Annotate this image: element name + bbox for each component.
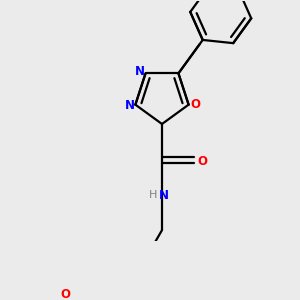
Text: H: H [149,190,158,200]
Text: O: O [190,98,200,111]
Text: N: N [159,189,169,202]
Text: N: N [124,100,134,112]
Text: O: O [198,155,208,168]
Text: O: O [60,288,70,300]
Text: N: N [135,65,145,78]
